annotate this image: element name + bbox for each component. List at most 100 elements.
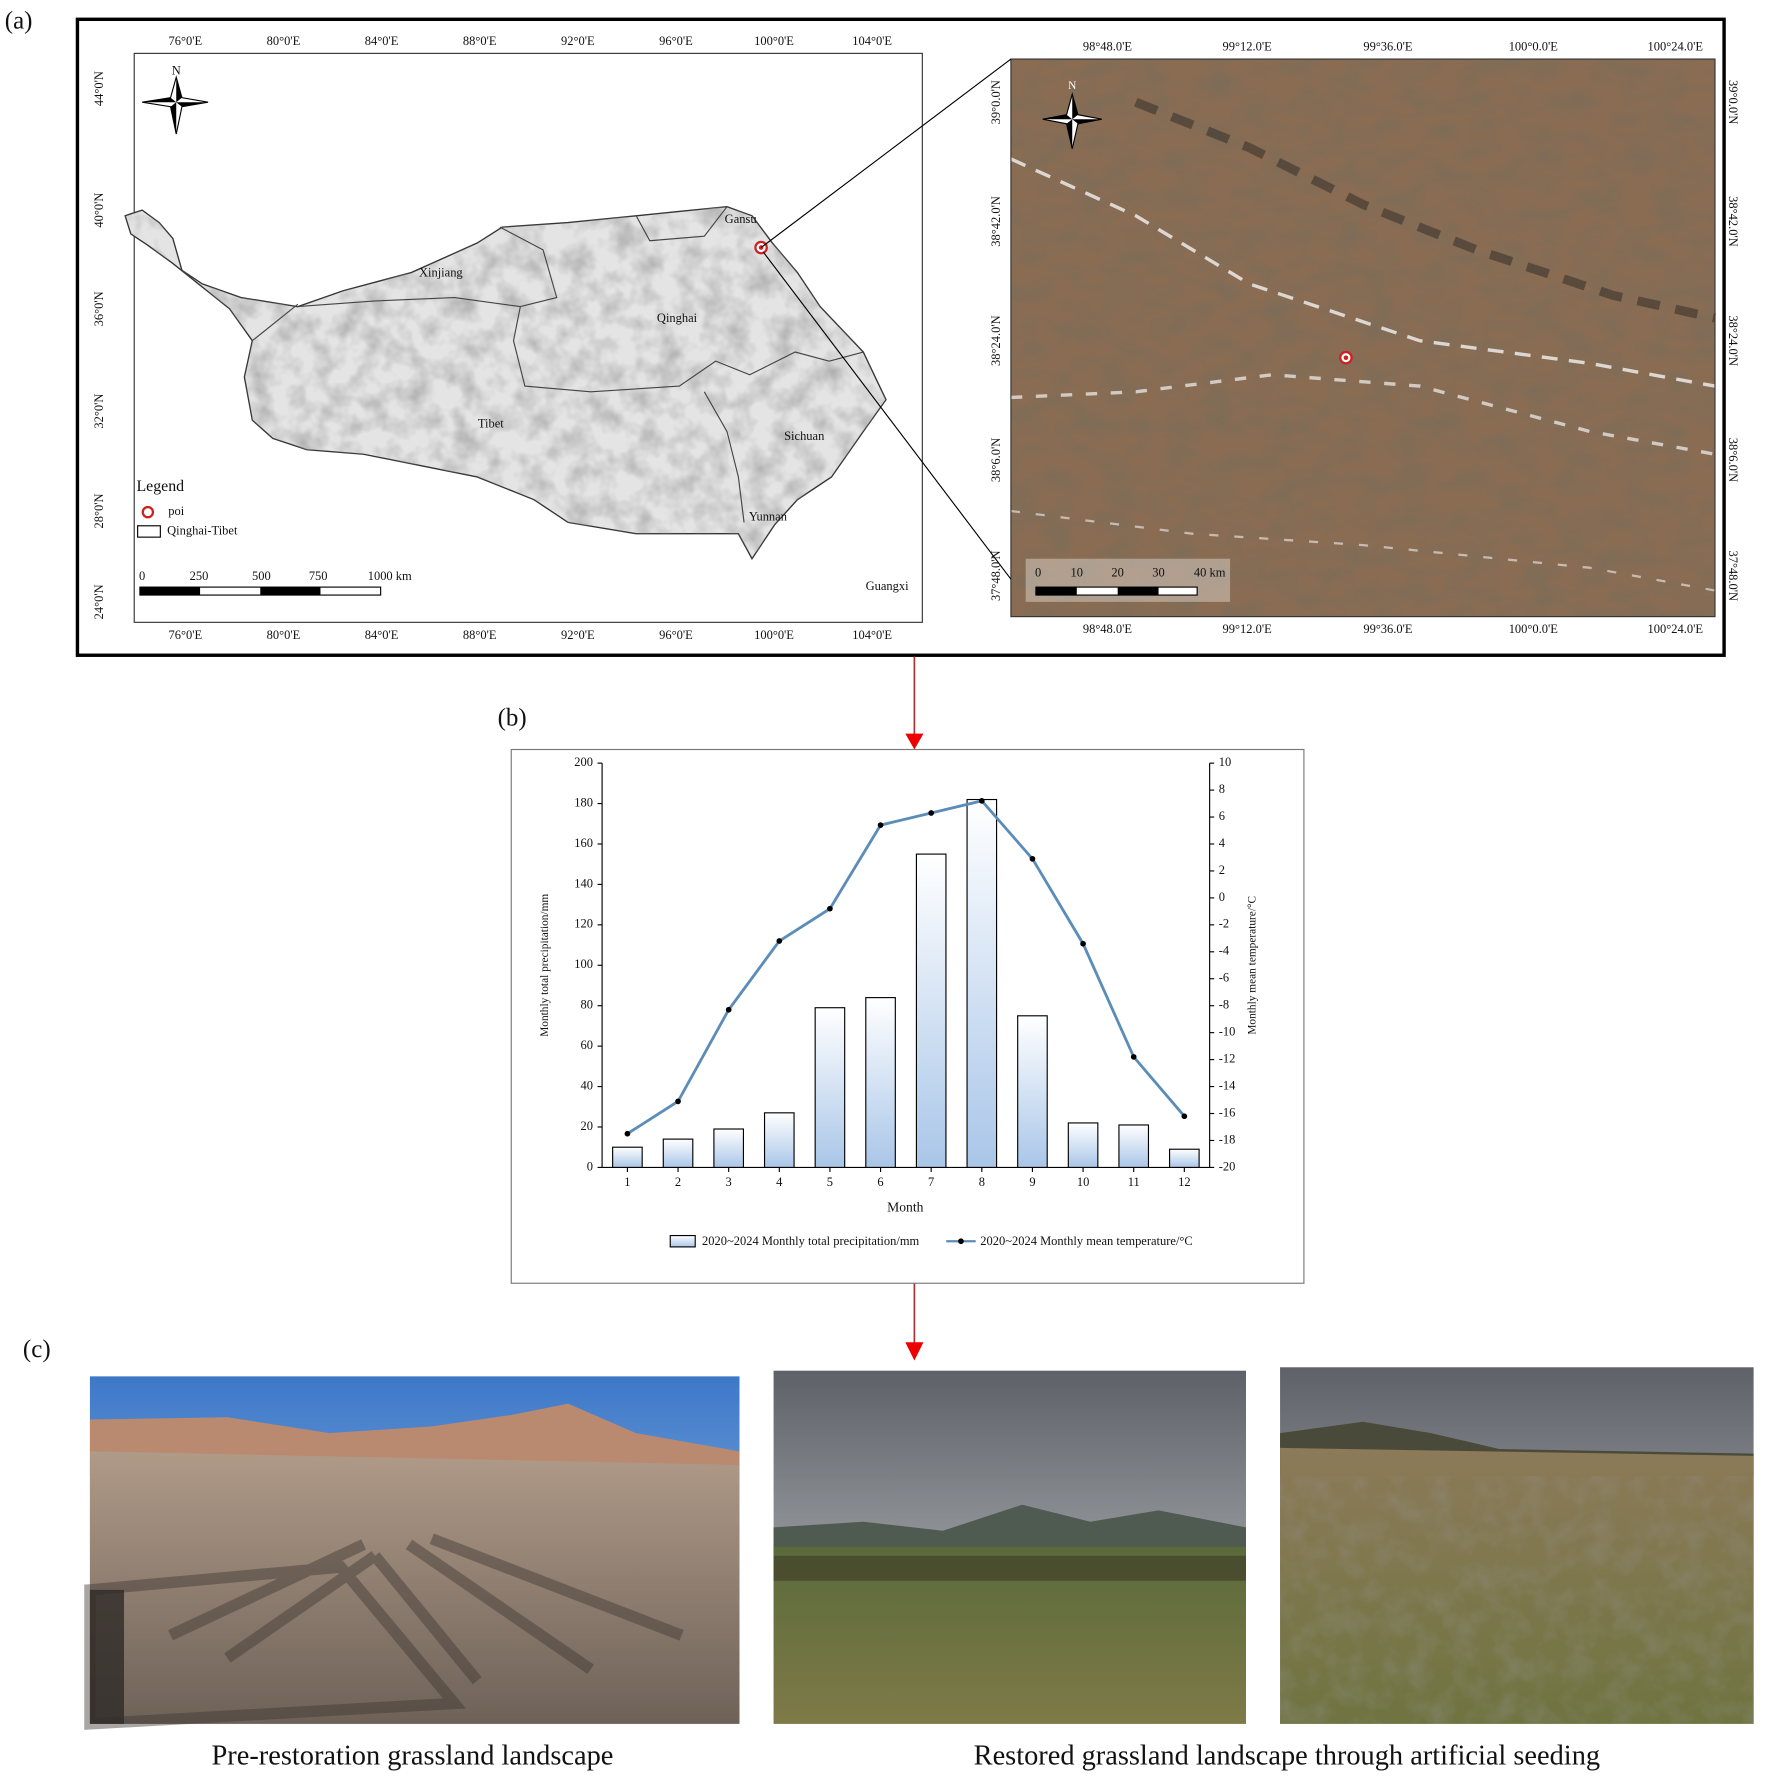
region-label: Tibet (478, 417, 504, 431)
scale-label: 10 (1071, 565, 1083, 579)
scale-label: 0 (139, 569, 145, 583)
lat-tick-label: 38°24.0'N (1726, 315, 1740, 366)
legend-symbol (669, 1234, 696, 1248)
x-tick-label: 3 (726, 1175, 732, 1189)
x-axis-label: Month (887, 1199, 923, 1214)
lat-tick-label: 24°0'N (92, 584, 106, 619)
legend-item: Qinghai-Tibet (167, 523, 238, 537)
y2-tick-label: -16 (1219, 1105, 1236, 1119)
lon-tick-label: 98°48.0'E (1083, 622, 1132, 636)
bar (612, 1146, 643, 1168)
lon-tick-label: 88°0'E (463, 34, 497, 48)
bar (713, 1128, 745, 1168)
lon-tick-label: 100°0.0'E (1509, 622, 1558, 636)
legend-label: 2020~2024 Monthly total precipitation/mm (702, 1234, 920, 1248)
y-tick-label: 160 (574, 836, 593, 850)
panel-a-frame (75, 17, 1726, 657)
lon-tick-label: 76°0'E (169, 34, 203, 48)
bar (915, 853, 947, 1168)
point (978, 798, 985, 804)
point (827, 905, 833, 912)
lat-tick-label: 38°42.0'N (989, 196, 1003, 247)
lon-tick-label: 76°0'E (169, 628, 203, 642)
chart: 020406080100120140160180200-20-18-16-14-… (574, 755, 1236, 1248)
photo-restored-close (1280, 1367, 1754, 1724)
y-tick-label: 100 (574, 957, 593, 971)
x-tick-label: 12 (1178, 1175, 1190, 1189)
point (675, 1098, 681, 1105)
scale-label: 250 (190, 569, 209, 583)
lon-tick-label: 104°0'E (852, 34, 892, 48)
y-tick-label: 120 (574, 917, 593, 931)
lon-tick-label: 104°0'E (852, 628, 892, 642)
lon-tick-label: 80°0'E (267, 34, 301, 48)
lat-tick-label: 38°6.0'N (1726, 438, 1740, 482)
region-label: Qinghai (657, 311, 698, 325)
bar (1067, 1122, 1099, 1168)
poi-marker (1339, 350, 1353, 365)
lat-tick-label: 38°42.0'N (1726, 196, 1740, 247)
y2-tick-label: -8 (1219, 998, 1229, 1012)
y2-tick-label: 2 (1219, 863, 1225, 877)
bar (662, 1138, 694, 1168)
lon-tick-label: 99°36.0'E (1363, 40, 1412, 54)
detail-map-frame (1010, 58, 1716, 618)
scale-label: 40 km (1194, 565, 1226, 579)
scale-label: 30 (1152, 565, 1164, 579)
y2-tick-label: -12 (1219, 1051, 1236, 1065)
y2-tick-label: -14 (1219, 1078, 1236, 1092)
compass-label: N (172, 63, 181, 77)
y-tick-label: 20 (581, 1119, 593, 1133)
bar (1118, 1124, 1150, 1168)
zoom-line (760, 58, 1012, 249)
lon-tick-label: 92°0'E (561, 628, 595, 642)
region-label: Xinjiang (419, 266, 463, 280)
lat-tick-label: 39°0.0'N (989, 80, 1003, 124)
x-tick-label: 9 (1029, 1175, 1035, 1189)
x-tick-label: 8 (979, 1175, 985, 1189)
y2-tick-label: 0 (1219, 890, 1225, 904)
line (626, 799, 1186, 1135)
lat-tick-label: 36°0'N (92, 291, 106, 326)
lon-tick-label: 84°0'E (365, 628, 399, 642)
compass (1042, 92, 1102, 149)
lon-tick-label: 100°0'E (754, 628, 794, 642)
bar (966, 798, 998, 1168)
y2-tick-label: 8 (1219, 782, 1225, 796)
x-tick-label: 1 (624, 1175, 630, 1189)
region-label: Guangxi (866, 579, 910, 593)
y-tick-label: 40 (581, 1078, 593, 1092)
x-tick-label: 6 (877, 1175, 883, 1189)
y-tick-label: 80 (581, 998, 593, 1012)
point (877, 822, 884, 828)
lat-tick-label: 39°0.0'N (1726, 80, 1740, 124)
zoom-line (762, 251, 1012, 580)
x-tick-label: 4 (776, 1175, 783, 1189)
lon-tick-label: 100°24.0'E (1648, 40, 1703, 54)
x-tick-label: 10 (1077, 1175, 1089, 1189)
y-tick-label: 200 (574, 755, 593, 769)
compass (142, 75, 209, 135)
panel-label: (a) (5, 7, 33, 34)
x-tick-label: 11 (1128, 1175, 1140, 1189)
satellite-image (1010, 59, 1716, 617)
photo-caption: Restored grassland landscape through art… (974, 1740, 1600, 1771)
y2-tick-label: -4 (1219, 944, 1230, 958)
legend-region-symbol (137, 525, 161, 538)
bar (814, 1007, 846, 1168)
compass-label: N (1068, 80, 1076, 92)
region-label: Yunnan (749, 510, 788, 524)
panel-label: (b) (498, 705, 527, 732)
photo-restored-wide (773, 1370, 1246, 1724)
photo-pre-restoration (84, 1376, 740, 1730)
y2-tick-label: -18 (1219, 1132, 1236, 1146)
bar (1017, 1015, 1048, 1168)
bar (1169, 1148, 1200, 1168)
lon-tick-label: 92°0'E (561, 34, 595, 48)
lat-tick-label: 44°0'N (92, 71, 106, 106)
x-tick-label: 5 (827, 1175, 833, 1189)
y2-tick-label: -10 (1219, 1025, 1236, 1039)
legend-item: poi (168, 504, 184, 518)
lon-tick-label: 80°0'E (267, 628, 301, 642)
legend-poi-symbol (141, 505, 155, 519)
